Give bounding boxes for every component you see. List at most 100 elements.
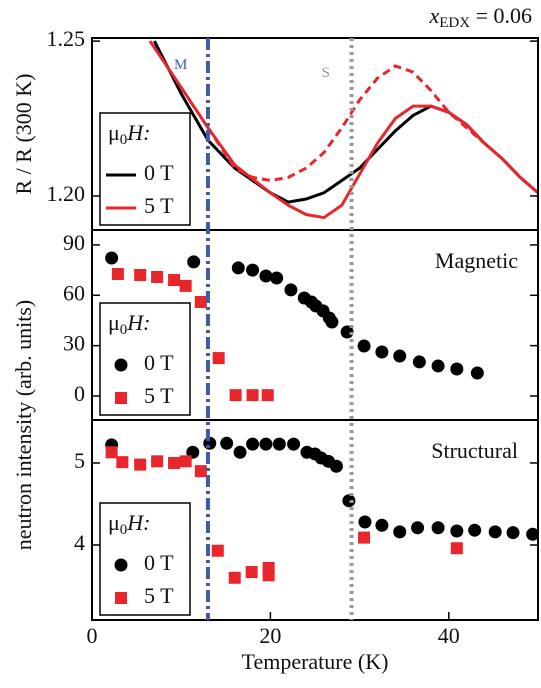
point xyxy=(357,339,371,353)
point xyxy=(287,437,301,451)
point xyxy=(393,525,407,539)
legend-swatch xyxy=(115,592,127,604)
point xyxy=(450,524,464,538)
point xyxy=(393,349,407,363)
legend-label: 5 T xyxy=(144,383,174,408)
y-tick-label: 0 xyxy=(74,381,85,406)
label-part: H: xyxy=(126,510,150,535)
panel-frame xyxy=(91,419,539,621)
y-axis-label: neutron intensity (arb. units) xyxy=(11,300,36,551)
legend-label: 5 T xyxy=(144,193,174,218)
sub-label: μ0H: xyxy=(108,310,151,338)
label-part: S xyxy=(322,65,330,81)
point xyxy=(116,456,129,469)
point xyxy=(468,523,482,537)
point xyxy=(228,571,241,584)
point xyxy=(179,455,192,468)
point xyxy=(470,366,484,380)
y-tick-label: 60 xyxy=(63,280,85,305)
label-part: H: xyxy=(126,120,150,145)
point xyxy=(168,274,181,287)
point xyxy=(212,352,225,365)
legend-label: 0 T xyxy=(144,160,174,185)
point xyxy=(262,569,275,582)
legend-swatch xyxy=(114,558,128,572)
point xyxy=(506,526,520,540)
point xyxy=(259,269,273,283)
point xyxy=(488,525,502,539)
y-tick-label: 5 xyxy=(74,448,85,473)
panel-label: Structural xyxy=(431,438,518,463)
y-axis-label: R / R (300 K) xyxy=(11,74,36,195)
legend-label: 0 T xyxy=(144,550,174,575)
y-tick-label: 4 xyxy=(74,530,85,555)
point xyxy=(358,515,372,529)
point xyxy=(325,315,339,329)
point xyxy=(358,531,371,544)
label-part: 0 xyxy=(120,522,128,538)
annotation-var: x xyxy=(428,3,439,28)
point xyxy=(194,465,207,478)
annotation-rest: = 0.06 xyxy=(470,3,532,28)
point xyxy=(220,436,234,450)
label-part: 0 xyxy=(120,322,128,338)
point xyxy=(134,268,147,281)
label-part: μ xyxy=(108,120,120,145)
point xyxy=(233,445,247,459)
label-part: M xyxy=(174,57,187,73)
point xyxy=(111,267,124,280)
legend-label: 0 T xyxy=(144,350,174,375)
y-tick-label: 30 xyxy=(63,331,85,356)
point xyxy=(431,359,445,373)
point xyxy=(272,437,286,451)
point xyxy=(450,362,464,376)
x-tick-label: 20 xyxy=(259,623,281,648)
sub-label: μ0H: xyxy=(108,120,151,148)
point xyxy=(187,255,201,269)
point xyxy=(194,296,207,309)
point xyxy=(375,345,389,359)
x-tick-label: 0 xyxy=(87,623,98,648)
point xyxy=(211,544,224,557)
point xyxy=(246,389,259,402)
y-tick-label: 90 xyxy=(63,230,85,255)
point xyxy=(151,455,164,468)
point xyxy=(270,271,284,285)
point xyxy=(412,355,426,369)
x-axis-label: Temperature (K) xyxy=(242,649,389,674)
point xyxy=(151,270,164,283)
point xyxy=(340,325,354,339)
y-tick-label: 1.20 xyxy=(47,181,86,206)
legend-swatch xyxy=(115,392,127,404)
plot-area xyxy=(148,40,538,220)
point xyxy=(246,263,260,277)
point xyxy=(284,283,298,297)
label-part: μ xyxy=(108,510,120,535)
label-part: 0 xyxy=(120,132,128,148)
panel-label: Magnetic xyxy=(435,248,518,273)
sub-label: M xyxy=(174,57,187,73)
point xyxy=(431,521,445,535)
point xyxy=(246,437,260,451)
label-part: μ xyxy=(108,310,120,335)
annotation-sub: EDX xyxy=(439,15,470,31)
x-tick-label: 40 xyxy=(438,623,460,648)
point xyxy=(105,446,118,459)
point xyxy=(261,389,274,402)
point xyxy=(168,456,181,469)
series-line xyxy=(206,64,486,183)
point xyxy=(259,437,273,451)
plot-area xyxy=(105,251,484,402)
point xyxy=(450,542,463,555)
composition-annotation: xEDX = 0.06 xyxy=(428,3,532,31)
point xyxy=(411,521,425,535)
plot-area xyxy=(105,436,538,584)
legend-swatch xyxy=(114,358,128,372)
point xyxy=(526,527,538,541)
sub-label: μ0H: xyxy=(108,510,151,538)
point xyxy=(342,494,356,508)
point xyxy=(179,279,192,292)
y-tick-label: 1.25 xyxy=(47,26,86,51)
legend-box xyxy=(99,112,191,226)
